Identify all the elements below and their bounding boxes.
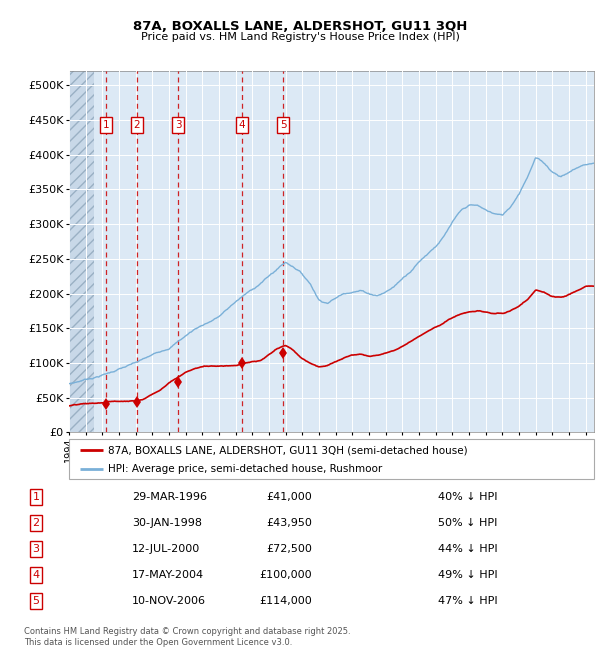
Text: Contains HM Land Registry data © Crown copyright and database right 2025.
This d: Contains HM Land Registry data © Crown c… [24,627,350,647]
Text: £41,000: £41,000 [266,492,312,502]
Text: £72,500: £72,500 [266,544,312,554]
Text: £114,000: £114,000 [259,596,312,606]
Text: 3: 3 [175,120,181,130]
Text: 87A, BOXALLS LANE, ALDERSHOT, GU11 3QH: 87A, BOXALLS LANE, ALDERSHOT, GU11 3QH [133,20,467,32]
FancyBboxPatch shape [69,439,594,479]
Text: 3: 3 [32,544,40,554]
Text: 44% ↓ HPI: 44% ↓ HPI [438,544,497,554]
Text: 1: 1 [103,120,110,130]
Text: 12-JUL-2000: 12-JUL-2000 [132,544,200,554]
Text: 5: 5 [280,120,287,130]
Text: 17-MAY-2004: 17-MAY-2004 [132,570,204,580]
Text: 30-JAN-1998: 30-JAN-1998 [132,518,202,528]
Text: 87A, BOXALLS LANE, ALDERSHOT, GU11 3QH (semi-detached house): 87A, BOXALLS LANE, ALDERSHOT, GU11 3QH (… [109,445,468,455]
Text: 29-MAR-1996: 29-MAR-1996 [132,492,207,502]
Text: 4: 4 [239,120,245,130]
Bar [69,72,94,432]
Text: 50% ↓ HPI: 50% ↓ HPI [438,518,497,528]
Text: 4: 4 [32,570,40,580]
Text: 2: 2 [134,120,140,130]
Text: £100,000: £100,000 [259,570,312,580]
Text: 5: 5 [32,596,40,606]
Text: 2: 2 [32,518,40,528]
Text: 1: 1 [32,492,40,502]
Text: £43,950: £43,950 [266,518,312,528]
Text: HPI: Average price, semi-detached house, Rushmoor: HPI: Average price, semi-detached house,… [109,463,383,474]
Text: 49% ↓ HPI: 49% ↓ HPI [438,570,497,580]
Text: Price paid vs. HM Land Registry's House Price Index (HPI): Price paid vs. HM Land Registry's House … [140,32,460,42]
Text: 40% ↓ HPI: 40% ↓ HPI [438,492,497,502]
Text: 10-NOV-2006: 10-NOV-2006 [132,596,206,606]
Text: 47% ↓ HPI: 47% ↓ HPI [438,596,497,606]
